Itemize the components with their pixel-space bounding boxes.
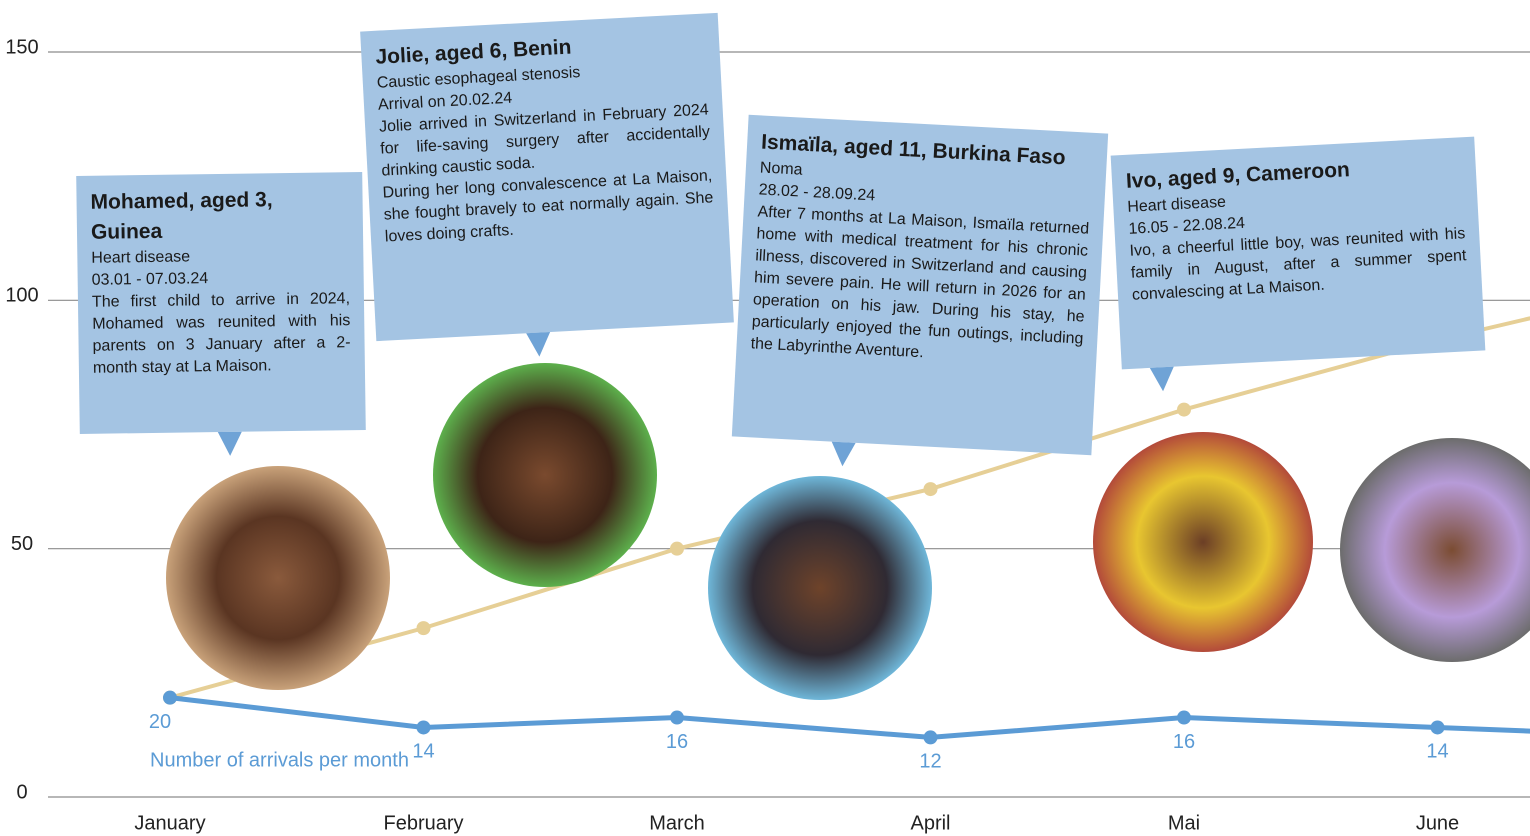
- callout: Ivo, aged 9, Cameroon Heart disease 16.0…: [1111, 137, 1486, 370]
- callout: Mohamed, aged 3, Guinea Heart disease 03…: [76, 172, 366, 434]
- x-tick-label: March: [649, 812, 705, 834]
- data-label: 14: [1426, 741, 1448, 763]
- y-tick-label: 0: [16, 781, 27, 803]
- callout-text: After 7 months at La Maison, Ismaïla ret…: [750, 201, 1090, 372]
- x-tick-label: Mai: [1168, 812, 1200, 834]
- callout: Jolie, aged 6, Benin Caustic esophageal …: [360, 13, 734, 341]
- photo: [708, 476, 932, 700]
- data-label: 14: [412, 741, 434, 763]
- x-tick-label: June: [1416, 812, 1459, 834]
- x-tick-label: January: [134, 812, 205, 834]
- legend-label: Number of arrivals per month: [150, 749, 409, 771]
- y-tick-label: 100: [5, 285, 38, 307]
- y-tick-label: 150: [5, 36, 38, 58]
- page: January February March April Mai June 20 14 16 12…: [0, 0, 1530, 836]
- photo: [1093, 432, 1313, 652]
- data-point: [1431, 720, 1445, 734]
- photo: [433, 363, 657, 587]
- data-point: [1177, 403, 1191, 417]
- data-point: [417, 621, 431, 635]
- callout-text: The first child to arrive in 2024, Moham…: [92, 288, 351, 380]
- data-label: 20: [149, 711, 171, 733]
- data-point: [670, 542, 684, 556]
- data-line: [170, 698, 1530, 738]
- callout: Ismaïla, aged 11, Burkina Faso Noma 28.0…: [732, 115, 1108, 455]
- photo: [166, 466, 390, 690]
- photo: [1340, 438, 1530, 662]
- data-point: [163, 691, 177, 705]
- x-tick-label: April: [910, 812, 950, 834]
- callout-title: Mohamed, aged 3, Guinea: [90, 184, 349, 248]
- data-point: [1177, 711, 1191, 725]
- data-point: [417, 720, 431, 734]
- x-tick-label: February: [383, 812, 463, 834]
- data-label: 16: [1173, 731, 1195, 753]
- data-label: 16: [666, 731, 688, 753]
- data-point: [924, 482, 938, 496]
- data-point: [924, 730, 938, 744]
- data-label: 12: [919, 751, 941, 773]
- y-tick-label: 50: [11, 533, 33, 555]
- data-point: [670, 711, 684, 725]
